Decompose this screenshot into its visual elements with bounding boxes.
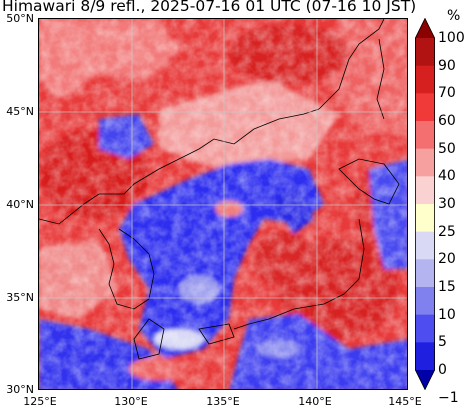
coastline-honshu — [233, 218, 365, 330]
colorbar-tick-label: 25 — [438, 223, 456, 240]
colorbar-tick-label: 20 — [438, 251, 456, 268]
colorbar-tick-label: 0 — [438, 362, 447, 378]
lat-label-35: 35°N — [6, 291, 34, 304]
colorbar-tick-label: 90 — [438, 57, 456, 74]
lon-label-135: 135°E — [206, 395, 240, 408]
colorbar-segment — [415, 204, 435, 233]
colorbar-tick-label: 30 — [438, 196, 456, 212]
lat-label-40: 40°N — [6, 198, 34, 211]
colorbar-segment — [415, 18, 435, 38]
colorbar-segment — [415, 342, 435, 371]
coastline-korean-peninsula — [98, 228, 155, 310]
colorbar-tick-label: −1 — [438, 389, 459, 406]
lat-label-30: 30°N — [6, 383, 34, 396]
coastline-sakhalin — [376, 38, 385, 120]
colorbar-tick-label: 100 — [438, 30, 465, 46]
colorbar-segment — [415, 370, 435, 390]
colorbar-segment — [415, 176, 435, 205]
colorbar-tick-label: 5 — [438, 334, 447, 351]
lon-label-145: 145°E — [388, 395, 422, 408]
coastline-hokkaido — [338, 158, 400, 205]
colorbar-tick-label: 60 — [438, 113, 456, 129]
colorbar-segment — [415, 121, 435, 150]
coastline-korea-china — [39, 108, 320, 225]
lat-label-45: 45°N — [6, 105, 34, 118]
colorbar-segment — [415, 259, 435, 288]
colorbar-tick-label: 40 — [438, 168, 456, 185]
colorbar-segment — [415, 231, 435, 260]
lon-label-125: 125°E — [23, 395, 57, 408]
colorbar — [415, 18, 435, 390]
reflectivity-map — [38, 18, 408, 390]
coastline-kyushu — [133, 318, 165, 360]
map-title: Himawari 8/9 refl., 2025-07-16 01 UTC (0… — [2, 0, 417, 15]
colorbar-segment — [415, 65, 435, 94]
lat-label-50: 50°N — [6, 12, 34, 25]
colorbar-segment — [415, 93, 435, 122]
coastlines — [39, 19, 400, 360]
colorbar-segment — [415, 148, 435, 177]
colorbar-segment — [415, 314, 435, 343]
lon-label-140: 140°E — [298, 395, 332, 408]
coastline-shikoku — [198, 323, 235, 345]
coastline-russia — [318, 19, 385, 110]
colorbar-outline — [415, 18, 435, 390]
colorbar-tick-label: 50 — [438, 140, 456, 157]
colorbar-segment — [415, 38, 435, 67]
colorbar-unit: % — [447, 8, 461, 24]
colorbar-tick-label: 70 — [438, 85, 456, 102]
gridlines — [39, 19, 407, 389]
lon-label-130: 130°E — [114, 395, 148, 408]
colorbar-tick-label: 10 — [438, 306, 456, 323]
colorbar-segment — [415, 287, 435, 316]
colorbar-tick-label: 15 — [438, 279, 456, 295]
